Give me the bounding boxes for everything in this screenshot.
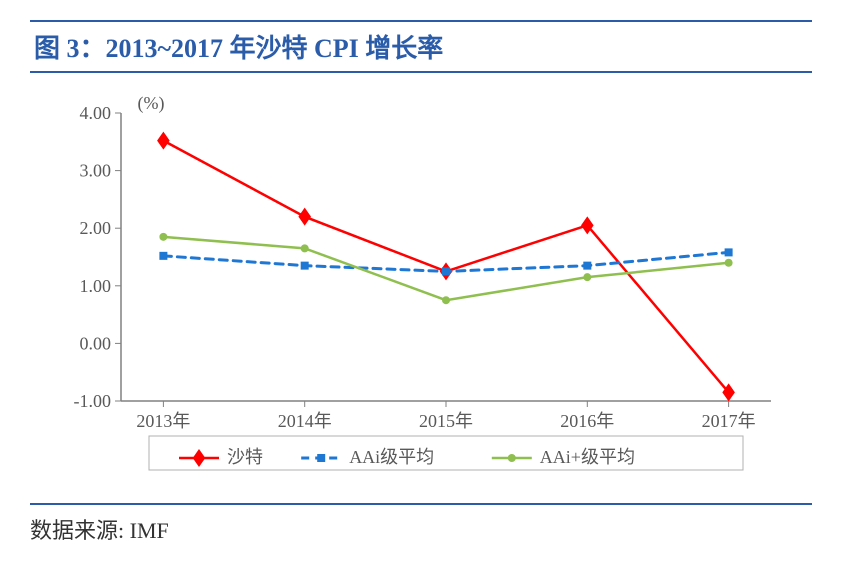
svg-text:(%): (%) [138, 93, 165, 114]
svg-text:2014年: 2014年 [278, 411, 332, 431]
svg-text:2.00: 2.00 [80, 218, 112, 238]
chart-container: -1.00 0.00 1.00 2.00 3.00 4.00 2013年 2014年 2015年… [41, 91, 801, 491]
svg-text:1.00: 1.00 [80, 276, 112, 296]
source-line: 数据来源: IMF [30, 503, 812, 545]
source-value: IMF [130, 518, 169, 543]
source-label: 数据来源: [30, 518, 124, 543]
svg-text:AAi+级平均: AAi+级平均 [540, 447, 635, 467]
svg-text:2013年: 2013年 [136, 411, 190, 431]
svg-text:0.00: 0.00 [80, 333, 112, 353]
svg-text:AAi级平均: AAi级平均 [349, 447, 434, 467]
cpi-line-chart: -1.00 0.00 1.00 2.00 3.00 4.00 2013年 2014年 2015年… [41, 91, 801, 491]
svg-text:2017年: 2017年 [702, 411, 756, 431]
svg-text:-1.00: -1.00 [74, 391, 112, 411]
figure-title-block: 图 3：2013~2017 年沙特 CPI 增长率 [30, 20, 812, 73]
svg-text:4.00: 4.00 [80, 103, 112, 123]
svg-text:2016年: 2016年 [560, 411, 614, 431]
svg-text:2015年: 2015年 [419, 411, 473, 431]
svg-text:3.00: 3.00 [80, 161, 112, 181]
svg-text:沙特: 沙特 [227, 447, 263, 467]
figure-title: 图 3：2013~2017 年沙特 CPI 增长率 [34, 34, 443, 63]
